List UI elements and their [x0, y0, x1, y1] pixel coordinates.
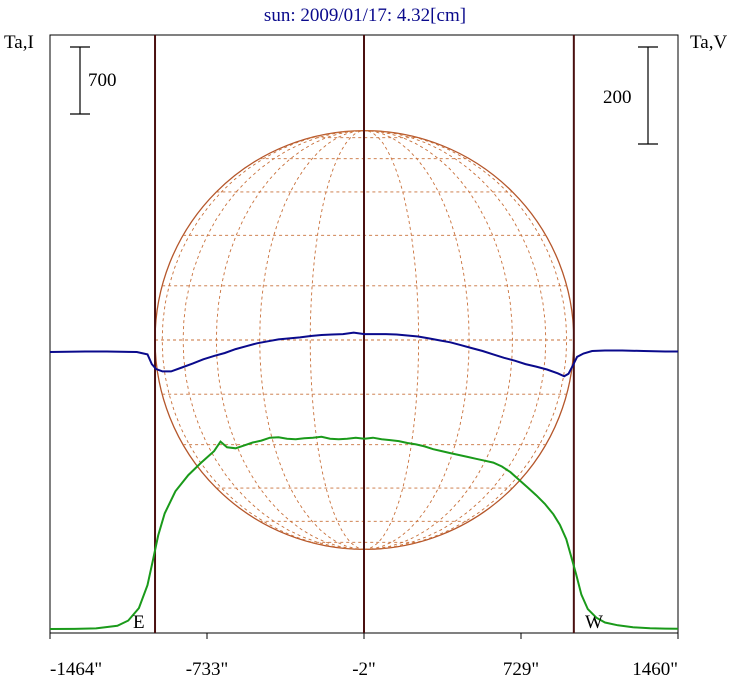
x-ticks: -1464" -733" -2" 729" 1460" [49, 633, 679, 680]
longitude-line [364, 130, 513, 550]
series-line-i [49, 435, 679, 630]
longitude-line [364, 130, 420, 550]
longitude-line [364, 130, 568, 550]
x-tick-label: -733" [186, 659, 229, 680]
longitude-line [161, 130, 365, 550]
longitude-line [182, 130, 365, 550]
west-limb-label: W [585, 612, 603, 633]
series-layer [49, 331, 679, 630]
longitude-line [215, 130, 365, 550]
x-tick-label: -1464" [50, 659, 102, 680]
left-axis-label: Ta,I [4, 32, 34, 53]
x-tick-label: 729" [503, 659, 539, 680]
east-limb-label: E [133, 612, 145, 633]
left-scale-label: 700 [88, 70, 117, 91]
right-scale-label: 200 [603, 87, 632, 108]
solar-disk [154, 129, 575, 551]
chart-title: sun: 2009/01/17: 4.32[cm] [264, 5, 466, 26]
series-line-v [49, 331, 678, 378]
longitude-line [309, 130, 365, 550]
x-tick-label: -2" [352, 659, 376, 680]
longitude-line [364, 130, 470, 550]
x-tick-label: 1460" [632, 659, 678, 680]
longitude-line [364, 130, 547, 550]
labels: sun: 2009/01/17: 4.32[cm] Ta,I Ta,V 700 … [4, 5, 727, 633]
right-axis-label: Ta,V [690, 32, 727, 53]
longitude-line [259, 130, 365, 550]
